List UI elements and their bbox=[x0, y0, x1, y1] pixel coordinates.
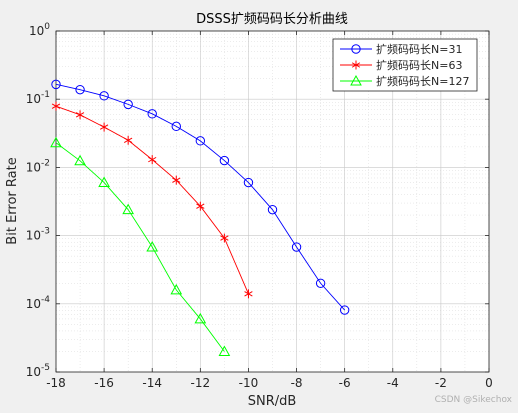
legend-marker bbox=[351, 44, 361, 54]
legend-entry: 扩频码码长N=127 bbox=[340, 74, 469, 88]
data-point bbox=[244, 289, 253, 299]
series-line bbox=[55, 83, 346, 311]
legend-entries: 扩频码码长N=31 扩频码码长N=63 扩频码码长N=127 bbox=[340, 42, 469, 88]
x-tick-label: -14 bbox=[142, 376, 162, 390]
data-point bbox=[147, 109, 157, 119]
chart-title: DSSS扩频码码长分析曲线 bbox=[196, 12, 348, 27]
y-tick-label: 10-1 bbox=[26, 90, 50, 106]
y-axis-title: Bit Error Rate bbox=[5, 157, 20, 244]
x-tick-label: -4 bbox=[387, 376, 399, 390]
legend-marker bbox=[350, 74, 362, 86]
y-tick-label: 10-5 bbox=[26, 363, 50, 379]
x-tick-label: 0 bbox=[485, 376, 493, 390]
legend-entry: 扩频码码长N=31 bbox=[340, 42, 462, 56]
star-stroke bbox=[220, 235, 229, 241]
data-point bbox=[51, 79, 61, 90]
watermark: CSDN @Sikechox bbox=[435, 395, 513, 405]
legend-label: 扩频码码长N=31 bbox=[376, 42, 462, 56]
data-point bbox=[99, 122, 109, 132]
x-axis-title: SNR/dB bbox=[248, 394, 297, 409]
star-stroke bbox=[148, 156, 157, 163]
data-point bbox=[218, 345, 231, 356]
data-point bbox=[267, 204, 278, 215]
data-point bbox=[220, 233, 229, 243]
x-tick-label: -6 bbox=[339, 376, 351, 390]
data-point bbox=[219, 155, 230, 166]
data-point bbox=[171, 121, 181, 132]
legend: 扩频码码长N=31 扩频码码长N=63 扩频码码长N=127 bbox=[332, 38, 478, 92]
data-point bbox=[315, 278, 326, 288]
data-point bbox=[75, 110, 85, 120]
star-stroke bbox=[172, 177, 181, 183]
legend-entry: 扩频码码长N=63 bbox=[340, 58, 462, 72]
data-point bbox=[99, 91, 109, 101]
star-stroke bbox=[51, 103, 61, 109]
y-tick-label: 10-3 bbox=[26, 227, 50, 243]
legend-label: 扩频码码长N=127 bbox=[376, 74, 469, 88]
data-point bbox=[124, 135, 133, 145]
star-stroke bbox=[75, 112, 85, 118]
x-tick-label: -10 bbox=[239, 376, 259, 390]
data-point bbox=[50, 136, 62, 148]
data-point bbox=[172, 175, 181, 185]
y-tick-label: 10-4 bbox=[26, 295, 51, 311]
x-tick-label: -18 bbox=[46, 376, 66, 390]
axes-frame bbox=[55, 30, 490, 373]
star-stroke bbox=[196, 203, 205, 209]
series-layer bbox=[50, 79, 350, 356]
star-stroke bbox=[99, 124, 109, 130]
series-3 bbox=[50, 136, 231, 356]
data-point bbox=[75, 84, 85, 95]
y-tick-label: 100 bbox=[29, 22, 50, 38]
legend-label: 扩频码码长N=63 bbox=[376, 58, 462, 72]
series-2 bbox=[51, 101, 253, 299]
data-point bbox=[339, 305, 350, 315]
data-point bbox=[195, 136, 206, 146]
data-point bbox=[51, 101, 61, 111]
data-point bbox=[243, 177, 254, 188]
y-tick-label: 10-2 bbox=[26, 158, 50, 174]
x-tick-label: -12 bbox=[191, 376, 211, 390]
data-point bbox=[196, 201, 205, 211]
star-stroke bbox=[124, 137, 133, 143]
x-tick-label: -8 bbox=[291, 376, 303, 390]
data-point bbox=[146, 240, 159, 252]
star-stroke bbox=[244, 291, 253, 297]
data-point bbox=[291, 242, 302, 252]
data-point bbox=[194, 312, 207, 324]
axes: -18 -16 -14 -12 -10 -8 -6 -4 -2 0 100 10-1 10-2 10-3 1… bbox=[26, 22, 493, 390]
series-1 bbox=[51, 79, 350, 315]
legend-marker bbox=[351, 60, 361, 70]
data-point bbox=[170, 283, 183, 295]
x-tick-label: -2 bbox=[435, 376, 447, 390]
data-point bbox=[98, 176, 110, 188]
star-stroke bbox=[351, 62, 361, 68]
data-point bbox=[148, 155, 157, 165]
data-point bbox=[74, 154, 86, 166]
x-tick-label: -16 bbox=[94, 376, 114, 390]
data-point bbox=[123, 99, 133, 110]
data-point bbox=[122, 203, 135, 215]
